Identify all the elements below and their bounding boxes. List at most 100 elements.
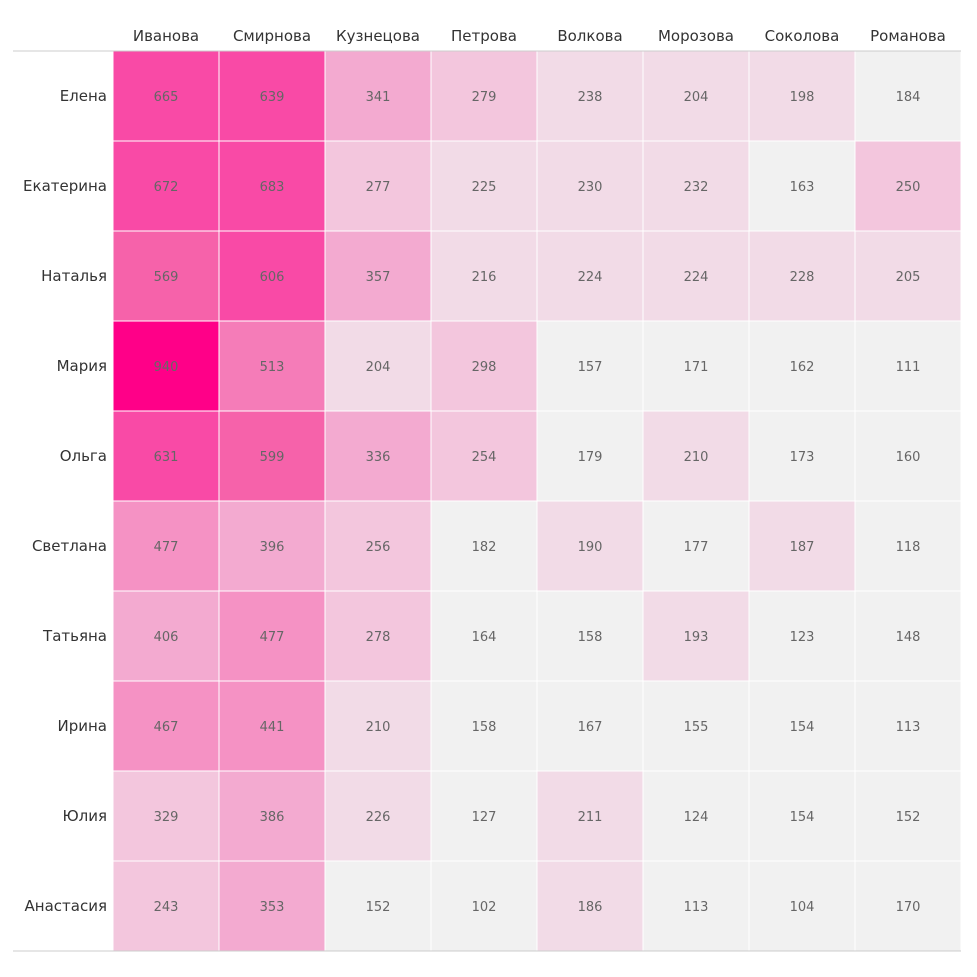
cell-value-label: 148 [896,630,921,645]
heatmap-cell [536,860,644,952]
heatmap-cell [430,860,538,952]
heatmap-cell [748,860,856,952]
cell-value-label: 232 [684,180,709,195]
heatmap-cell [324,770,432,862]
cell-value-label: 184 [896,90,921,105]
column-label: Соколова [765,27,840,45]
heatmap-cells [112,50,962,952]
cell-value-label: 158 [472,720,497,735]
cell-value-label: 154 [790,720,815,735]
heatmap-cell [536,590,644,682]
cell-value-label: 224 [684,270,709,285]
row-label: Анастасия [25,897,107,915]
heatmap-cell [854,680,962,772]
cell-value-label: 672 [154,180,179,195]
cell-value-label: 102 [472,900,497,915]
cell-value-label: 179 [578,450,603,465]
cell-value-label: 155 [684,720,709,735]
heatmap-cell [218,590,326,682]
heatmap-cell [218,500,326,592]
cell-value-label: 230 [578,180,603,195]
column-label: Морозова [658,27,734,45]
cell-value-label: 158 [578,630,603,645]
cell-value-label: 204 [684,90,709,105]
heatmap-cell [324,590,432,682]
column-label: Иванова [133,27,199,45]
heatmap-cell [748,500,856,592]
column-label: Петрова [451,27,517,45]
heatmap-cell [430,320,538,412]
cell-value-label: 467 [154,720,179,735]
cell-value-label: 665 [154,90,179,105]
column-labels: Иванова Смирнова Кузнецова Петрова Волкова Мо… [133,27,946,45]
cell-value-label: 177 [684,540,709,555]
cell-value-label: 329 [154,810,179,825]
heatmap-cell [324,860,432,952]
heatmap-cell [430,140,538,232]
heatmap-cell [854,860,962,952]
heatmap-cell [324,500,432,592]
heatmap-cell [642,230,750,322]
heatmap-cell [218,140,326,232]
cell-value-label: 204 [366,360,391,375]
column-label: Волкова [557,27,622,45]
heatmap-cell [642,50,750,142]
heatmap-cell [642,140,750,232]
column-label: Смирнова [233,27,311,45]
heatmap-cell [430,770,538,862]
cell-value-label: 238 [578,90,603,105]
heatmap-cell [854,50,962,142]
cell-value-label: 157 [578,360,603,375]
heatmap-cell [748,140,856,232]
heatmap-cell [642,860,750,952]
cell-value-label: 216 [472,270,497,285]
axis-lines [13,50,961,952]
heatmap-cell [536,320,644,412]
cell-value-label: 336 [366,450,391,465]
cell-value-label: 171 [684,360,709,375]
cell-value-label: 639 [260,90,285,105]
heatmap-cell [536,230,644,322]
cell-value-label: 477 [260,630,285,645]
cell-value-label: 341 [366,90,391,105]
cell-value-label: 210 [684,450,709,465]
cell-value-label: 396 [260,540,285,555]
cell-value-label: 599 [260,450,285,465]
cell-value-label: 160 [896,450,921,465]
row-label: Наталья [41,267,107,285]
cell-value-label: 228 [790,270,815,285]
row-label: Мария [57,357,107,375]
heatmap-cell [748,410,856,502]
heatmap-cell [218,50,326,142]
heatmap-cell [112,860,220,952]
cell-value-label: 211 [578,810,603,825]
cell-value-label: 167 [578,720,603,735]
heatmap-cell [430,230,538,322]
heatmap-cell [748,320,856,412]
heatmap-cell [642,500,750,592]
cell-value-label: 256 [366,540,391,555]
row-label: Екатерина [23,177,107,195]
cell-value-label: 152 [366,900,391,915]
heatmap-cell [112,320,220,412]
cell-value-label: 210 [366,720,391,735]
heatmap-cell [536,680,644,772]
cell-value-label: 477 [154,540,179,555]
heatmap-cell [854,140,962,232]
heatmap-cell [854,590,962,682]
cell-value-label: 187 [790,540,815,555]
cell-value-label: 569 [154,270,179,285]
cell-value-label: 124 [684,810,709,825]
heatmap-cell [324,320,432,412]
cell-value-label: 152 [896,810,921,825]
heatmap-cell [324,230,432,322]
heatmap-cell [536,140,644,232]
cell-value-label: 104 [790,900,815,915]
heatmap-cell [324,410,432,502]
cell-value-label: 940 [154,360,179,375]
cell-value-label: 164 [472,630,497,645]
heatmap-cell [854,770,962,862]
heatmap-cell [642,590,750,682]
row-labels: Елена Екатерина Наталья Мария Ольга Светлана Т… [23,87,107,915]
heatmap-cell [748,590,856,682]
